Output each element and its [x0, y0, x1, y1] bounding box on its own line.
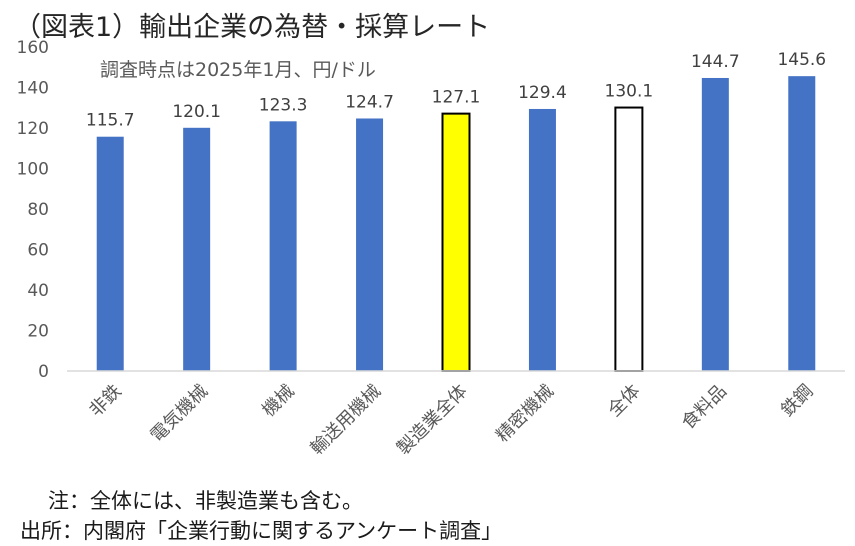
y-tick-label: 120	[17, 119, 49, 139]
value-labels: 115.7 120.1 123.3 124.7 127.1 129.4 130.1 144.7…	[86, 50, 826, 131]
y-tick-label: 80	[27, 200, 49, 220]
chart-source: 出所：内閣府「企業行動に関するアンケート調査」	[20, 519, 502, 543]
x-category-label: 非鉄	[85, 381, 125, 421]
bar	[788, 76, 816, 371]
bar-value-label: 144.7	[691, 52, 740, 72]
bar	[269, 121, 297, 371]
bar-value-label: 123.3	[259, 95, 308, 115]
x-category-label: 全体	[604, 381, 644, 421]
x-category-label: 輸送用機械	[307, 381, 385, 459]
y-tick-label: 140	[17, 79, 49, 99]
bar-value-label: 145.6	[777, 50, 826, 70]
chart-title: （図表1）輸出企業の為替・採算レート	[14, 12, 490, 43]
y-tick-label: 40	[27, 281, 49, 301]
bar	[701, 77, 729, 372]
bar-value-label: 130.1	[605, 82, 654, 102]
bar	[183, 127, 211, 371]
x-category-label: 鉄鋼	[777, 381, 817, 421]
bar	[441, 112, 471, 372]
bar-value-label: 115.7	[86, 111, 135, 131]
x-category-label: 機械	[258, 381, 298, 421]
y-tick-label: 60	[27, 241, 49, 261]
y-tick-label: 100	[17, 160, 49, 180]
y-tick-label: 20	[27, 322, 49, 342]
category-labels: 非鉄 電気機械 機械 輸送用機械 製造業全体 精密機械 全体 食料品 鉄鋼	[85, 381, 817, 459]
x-category-label: 製造業全体	[393, 381, 471, 459]
bar-value-label: 127.1	[432, 88, 481, 108]
chart-note: 注：全体には、非製造業も含む。	[48, 489, 363, 513]
bar-value-label: 120.1	[172, 102, 221, 122]
y-tick-label: 160	[17, 38, 49, 58]
y-axis-ticks: 0 20 40 60 80 100 120 140 160	[17, 38, 49, 382]
x-category-label: 精密機械	[492, 381, 558, 447]
bar	[528, 108, 556, 371]
bar-series	[96, 76, 816, 373]
bar-value-label: 124.7	[345, 92, 394, 112]
bar	[96, 136, 124, 371]
x-category-label: 電気機械	[146, 381, 212, 447]
chart-subtitle: 調査時点は2025年1月、円/ドル	[100, 59, 376, 81]
bar	[614, 106, 644, 373]
bar	[356, 118, 384, 371]
x-category-label: 食料品	[678, 381, 731, 434]
bar-value-label: 129.4	[518, 83, 567, 103]
y-tick-label: 0	[38, 362, 49, 382]
